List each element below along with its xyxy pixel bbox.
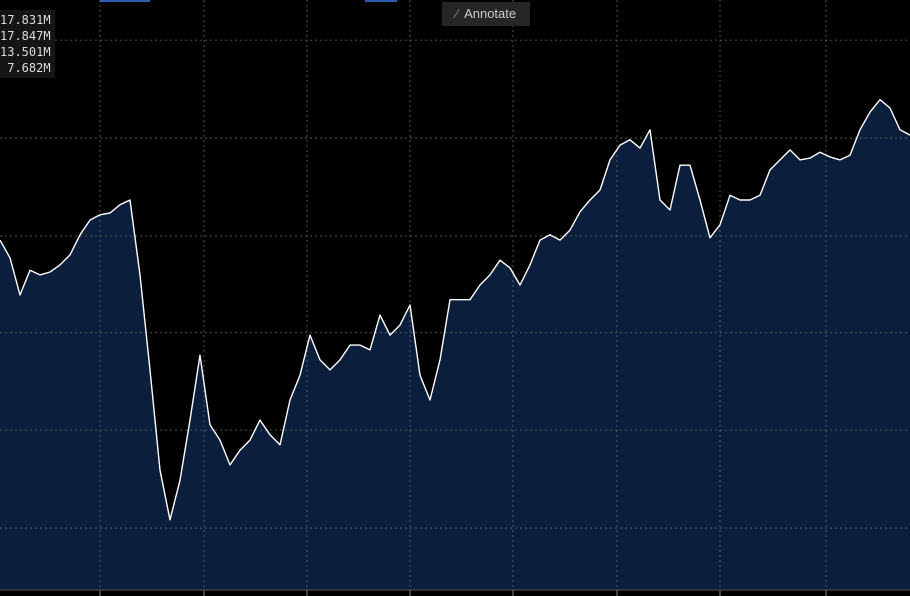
annotate-button[interactable]: ∕ Annotate [442, 2, 530, 26]
legend-value: 13.501M [0, 45, 51, 59]
annotate-label: Annotate [464, 6, 517, 21]
line [0, 99, 910, 521]
area [0, 99, 910, 590]
legend-value: 7.682M [7, 61, 51, 75]
tab-indicator[interactable] [365, 0, 397, 2]
legend: 17.831M 17.847M 13.501M 7.682M [0, 10, 55, 78]
legend-value: 17.831M [0, 13, 51, 27]
legend-value: 17.847M [0, 29, 51, 43]
tab-indicator[interactable] [100, 0, 150, 2]
